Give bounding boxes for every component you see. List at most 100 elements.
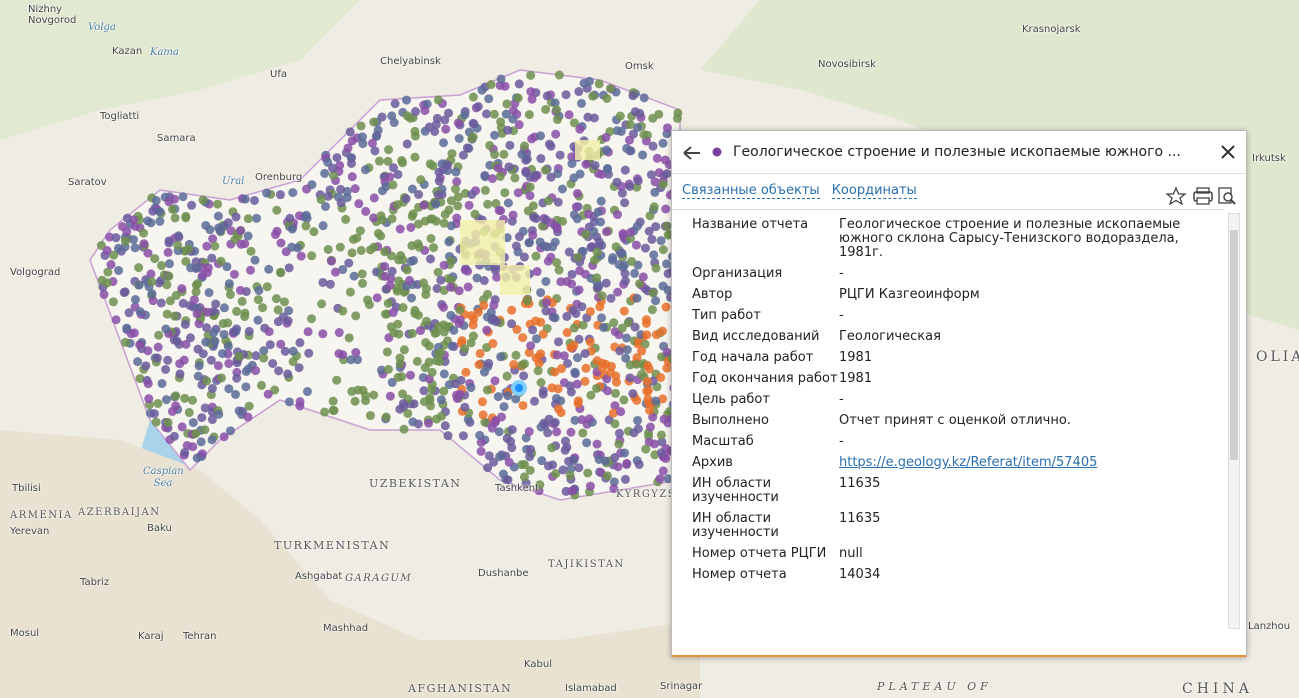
deposit-point[interactable]	[243, 231, 253, 241]
deposit-point[interactable]	[217, 373, 227, 383]
deposit-point[interactable]	[369, 390, 379, 400]
deposit-point[interactable]	[603, 386, 613, 396]
deposit-point[interactable]	[439, 260, 449, 270]
deposit-point[interactable]	[541, 298, 551, 308]
deposit-point[interactable]	[589, 226, 599, 236]
deposit-point[interactable]	[335, 160, 345, 170]
deposit-point[interactable]	[458, 150, 468, 160]
deposit-point[interactable]	[625, 181, 635, 191]
deposit-point[interactable]	[642, 377, 652, 387]
deposit-point[interactable]	[135, 307, 145, 317]
deposit-point[interactable]	[622, 458, 632, 468]
deposit-point[interactable]	[168, 204, 178, 214]
deposit-point[interactable]	[294, 363, 304, 373]
deposit-point[interactable]	[336, 198, 346, 208]
deposit-point[interactable]	[519, 141, 529, 151]
deposit-point[interactable]	[431, 119, 441, 129]
deposit-point[interactable]	[525, 182, 535, 192]
deposit-point[interactable]	[273, 317, 283, 327]
deposit-point[interactable]	[564, 247, 574, 257]
deposit-point[interactable]	[484, 94, 494, 104]
deposit-point[interactable]	[388, 163, 398, 173]
deposit-point[interactable]	[597, 313, 607, 323]
deposit-point[interactable]	[103, 267, 113, 277]
deposit-point[interactable]	[283, 369, 293, 379]
deposit-point[interactable]	[328, 170, 338, 180]
deposit-point[interactable]	[438, 302, 448, 312]
deposit-point[interactable]	[527, 134, 537, 144]
deposit-point[interactable]	[174, 232, 184, 242]
deposit-point[interactable]	[392, 200, 402, 210]
deposit-point[interactable]	[268, 359, 278, 369]
deposit-point[interactable]	[262, 188, 272, 198]
deposit-point[interactable]	[519, 252, 529, 262]
deposit-point[interactable]	[511, 241, 521, 251]
deposit-point[interactable]	[155, 216, 165, 226]
deposit-point[interactable]	[583, 112, 593, 122]
deposit-point[interactable]	[536, 378, 546, 388]
deposit-point[interactable]	[550, 418, 560, 428]
deposit-point[interactable]	[602, 145, 612, 155]
deposit-point[interactable]	[528, 325, 538, 335]
deposit-point[interactable]	[380, 247, 390, 257]
deposit-point[interactable]	[542, 91, 552, 101]
deposit-point[interactable]	[163, 418, 173, 428]
deposit-point[interactable]	[577, 302, 587, 312]
deposit-point[interactable]	[615, 346, 625, 356]
deposit-point[interactable]	[524, 348, 534, 358]
deposit-point[interactable]	[659, 414, 669, 424]
deposit-point[interactable]	[528, 230, 538, 240]
deposit-point[interactable]	[663, 285, 673, 295]
deposit-point[interactable]	[661, 204, 671, 214]
deposit-point[interactable]	[557, 184, 567, 194]
deposit-point[interactable]	[597, 291, 607, 301]
deposit-point[interactable]	[651, 222, 661, 232]
deposit-point[interactable]	[658, 138, 668, 148]
deposit-point[interactable]	[410, 126, 420, 136]
deposit-point[interactable]	[600, 456, 610, 466]
deposit-point[interactable]	[237, 296, 247, 306]
deposit-point[interactable]	[180, 393, 190, 403]
deposit-point[interactable]	[493, 392, 503, 402]
deposit-point[interactable]	[192, 453, 202, 463]
deposit-point[interactable]	[475, 349, 485, 359]
deposit-point[interactable]	[156, 298, 166, 308]
deposit-point[interactable]	[475, 430, 485, 440]
deposit-point[interactable]	[589, 255, 599, 265]
deposit-point[interactable]	[210, 241, 220, 251]
deposit-point[interactable]	[661, 302, 671, 312]
deposit-point[interactable]	[639, 93, 649, 103]
deposit-point[interactable]	[602, 93, 612, 103]
deposit-point[interactable]	[351, 348, 361, 358]
deposit-point[interactable]	[336, 184, 346, 194]
deposit-point[interactable]	[617, 248, 627, 258]
deposit-point[interactable]	[538, 329, 548, 339]
deposit-point[interactable]	[592, 383, 602, 393]
deposit-point[interactable]	[616, 126, 626, 136]
deposit-point[interactable]	[170, 311, 180, 321]
deposit-point[interactable]	[346, 355, 356, 365]
deposit-point[interactable]	[264, 327, 274, 337]
area-feature[interactable]	[460, 220, 505, 265]
deposit-point[interactable]	[202, 376, 212, 386]
deposit-point[interactable]	[264, 264, 274, 274]
deposit-point[interactable]	[328, 163, 338, 173]
deposit-point[interactable]	[411, 107, 421, 117]
deposit-point[interactable]	[610, 327, 620, 337]
deposit-point[interactable]	[223, 318, 233, 328]
deposit-point[interactable]	[164, 259, 174, 269]
deposit-point[interactable]	[620, 276, 630, 286]
deposit-point[interactable]	[567, 269, 577, 279]
deposit-point[interactable]	[211, 299, 221, 309]
deposit-point[interactable]	[492, 272, 502, 282]
deposit-point[interactable]	[181, 211, 191, 221]
deposit-point[interactable]	[592, 439, 602, 449]
deposit-point[interactable]	[213, 361, 223, 371]
deposit-point[interactable]	[656, 236, 666, 246]
deposit-point[interactable]	[610, 401, 620, 411]
deposit-point[interactable]	[622, 345, 632, 355]
deposit-point[interactable]	[561, 436, 571, 446]
deposit-point[interactable]	[523, 206, 533, 216]
deposit-point[interactable]	[419, 386, 429, 396]
deposit-point[interactable]	[435, 357, 445, 367]
